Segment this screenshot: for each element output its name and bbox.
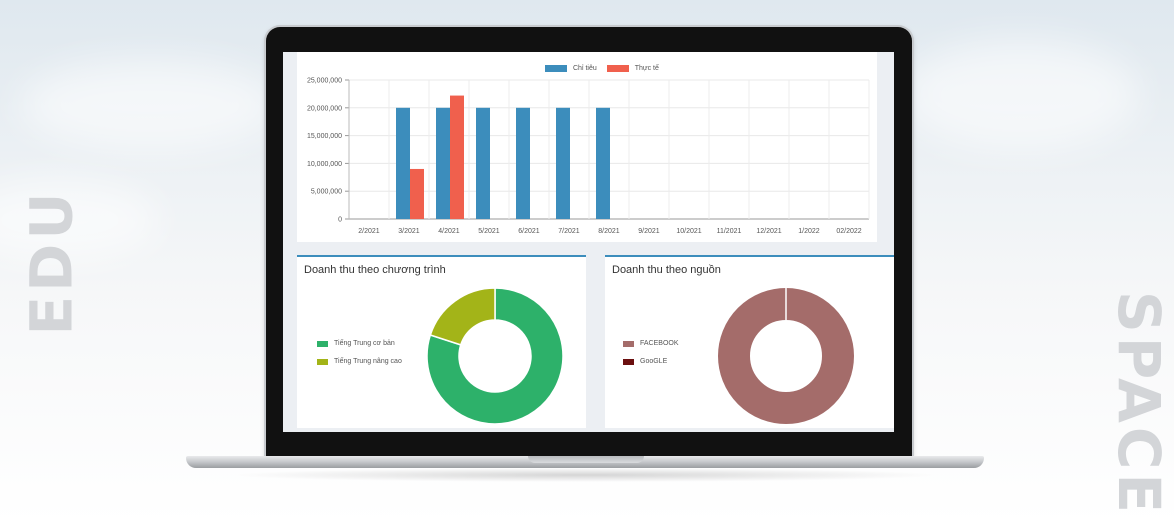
- x-tick-label: 9/2021: [638, 228, 660, 235]
- y-tick-label: 10,000,000: [307, 161, 342, 168]
- bar-chart: 0 5,000,000 10,000,000 15,000,000 20,000,000…: [307, 78, 870, 235]
- legend-label-actual: Thực tế: [634, 65, 659, 72]
- legend-label-target: Chỉ tiêu: [573, 65, 597, 72]
- x-tick-label: 5/2021: [478, 228, 500, 235]
- x-tick-label: 6/2021: [518, 228, 540, 235]
- donut-slice-ti-ng-trung-n-ng-cao: [429, 287, 496, 346]
- background-cloud: [0, 180, 160, 260]
- source-donut-chart: [718, 288, 854, 424]
- space-watermark: SPACE: [1104, 290, 1173, 518]
- y-tick-label: 5,000,000: [311, 189, 342, 196]
- revenue-by-program-card: Doanh thu theo chương trình Tiếng Trung …: [297, 255, 586, 428]
- laptop-screen: Chỉ tiêu Thực tế 0 5,000,000 10,000,000 15,…: [283, 52, 894, 432]
- target-vs-actual-card: Chỉ tiêu Thực tế 0 5,000,000 10,000,000 15,…: [297, 52, 877, 242]
- bar-target: [556, 107, 570, 219]
- legend-item-basic-chinese[interactable]: Tiếng Trung cơ bản: [317, 340, 402, 347]
- bar-target: [476, 107, 490, 219]
- y-tick-label: 20,000,000: [307, 105, 342, 112]
- bar-actual: [450, 95, 464, 219]
- legend-label-facebook: FACEBOOK: [640, 340, 679, 347]
- x-tick-label: 8/2021: [598, 228, 620, 235]
- program-donut-chart: [426, 287, 564, 425]
- y-tick-label: 0: [338, 217, 342, 224]
- x-tick-label: 3/2021: [398, 228, 420, 235]
- x-tick-label: 7/2021: [558, 228, 580, 235]
- legend-label-google: GooGLE: [640, 358, 668, 365]
- legend-swatch-target: [545, 65, 567, 72]
- x-tick-label: 12/2021: [756, 228, 781, 235]
- legend-swatch-actual: [606, 65, 629, 72]
- legend-label-advanced-chinese: Tiếng Trung nâng cao: [334, 358, 402, 365]
- bar-chart-legend: Chỉ tiêu Thực tế: [545, 65, 669, 72]
- legend-item-advanced-chinese[interactable]: Tiếng Trung nâng cao: [317, 358, 402, 365]
- x-tick-label: 2/2021: [358, 228, 380, 235]
- donut-slice-ti-ng-trung-c-b-n: [426, 287, 564, 425]
- revenue-by-source-card: Doanh thu theo nguồn FACEBOOK GooGLE: [605, 255, 894, 428]
- bar-target: [516, 107, 530, 219]
- laptop-shadow: [230, 468, 940, 482]
- x-tick-label: 4/2021: [438, 228, 460, 235]
- legend-swatch-facebook: [623, 340, 634, 347]
- legend-label-basic-chinese: Tiếng Trung cơ bản: [334, 340, 395, 347]
- laptop-notch: [528, 456, 644, 463]
- legend-item-actual[interactable]: Thực tế: [606, 65, 659, 72]
- background-cloud: [900, 40, 1140, 150]
- legend-swatch-advanced-chinese: [317, 358, 328, 365]
- revenue-by-source-title: Doanh thu theo nguồn: [612, 264, 721, 276]
- x-tick-label: 02/2022: [836, 228, 861, 235]
- x-tick-label: 10/2021: [676, 228, 701, 235]
- legend-item-google[interactable]: GooGLE: [623, 358, 679, 365]
- bar-target: [436, 107, 450, 219]
- bar-target: [596, 107, 610, 219]
- background-cloud: [20, 60, 280, 150]
- legend-swatch-basic-chinese: [317, 340, 328, 347]
- y-tick-label: 25,000,000: [307, 78, 342, 85]
- bar-target: [396, 107, 410, 219]
- x-tick-label: 11/2021: [717, 228, 742, 235]
- x-tick-label: 1/2022: [798, 228, 820, 235]
- edu-watermark: EDU: [17, 188, 86, 336]
- program-legend: Tiếng Trung cơ bản Tiếng Trung nâng cao: [317, 340, 402, 376]
- legend-item-facebook[interactable]: FACEBOOK: [623, 340, 679, 347]
- legend-item-target[interactable]: Chỉ tiêu: [545, 65, 597, 72]
- y-tick-label: 15,000,000: [307, 133, 342, 140]
- bar-actual: [410, 168, 424, 219]
- source-legend: FACEBOOK GooGLE: [623, 340, 679, 376]
- revenue-by-program-title: Doanh thu theo chương trình: [304, 264, 446, 276]
- legend-swatch-google: [623, 358, 634, 365]
